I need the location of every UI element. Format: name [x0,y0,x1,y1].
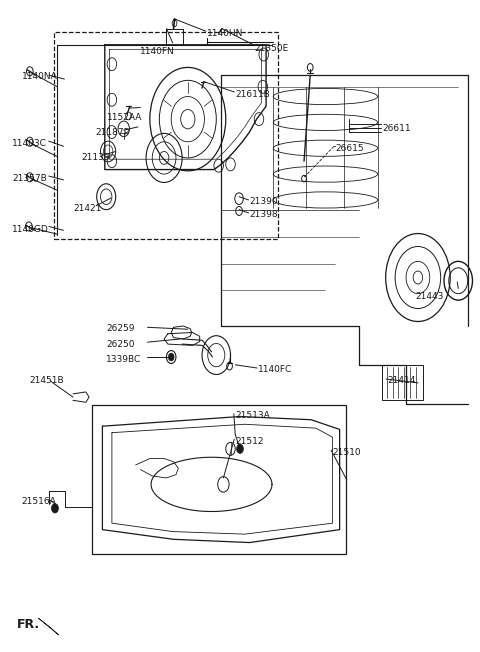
Text: 1140NA: 1140NA [22,72,58,81]
Text: 11403C: 11403C [12,140,47,148]
Circle shape [168,353,174,361]
Text: 21443: 21443 [416,292,444,301]
Polygon shape [38,618,59,635]
Text: 1140GD: 1140GD [12,224,49,233]
Text: 1140HN: 1140HN [207,29,243,38]
Bar [383,364,423,400]
Text: 26259: 26259 [106,324,135,333]
Text: 21350E: 21350E [254,44,288,53]
Text: 21513A: 21513A [235,411,270,420]
Text: 26611: 26611 [383,125,411,134]
Text: 21512: 21512 [235,437,264,445]
Text: 21611B: 21611B [235,90,270,99]
Bar [54,32,278,239]
Text: 1152AA: 1152AA [107,113,143,123]
Text: 21133: 21133 [81,153,110,162]
Circle shape [52,504,58,513]
Text: 21390: 21390 [250,198,278,207]
Text: 21357B: 21357B [12,174,47,183]
Bar [92,405,346,554]
Text: 21187P: 21187P [96,128,129,136]
Text: 26615: 26615 [335,143,363,153]
Text: 21421: 21421 [73,204,101,213]
Text: 21510: 21510 [333,447,361,456]
Text: 1140FN: 1140FN [140,47,175,56]
Text: FR.: FR. [17,618,40,631]
Text: 21414: 21414 [387,376,416,385]
Text: 21516A: 21516A [22,497,57,507]
Text: 1140FC: 1140FC [258,366,292,374]
Text: 21451B: 21451B [29,376,63,385]
Text: 1339BC: 1339BC [106,355,142,364]
Circle shape [237,444,243,453]
Text: 21398: 21398 [250,211,278,219]
Text: 26250: 26250 [106,340,135,349]
